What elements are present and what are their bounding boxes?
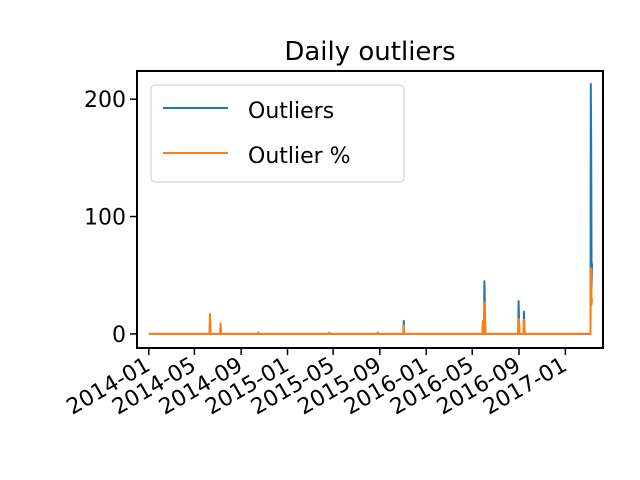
series-line-outlier-pct [148,267,593,335]
legend: Outliers Outlier % [150,84,405,183]
legend-box [150,84,405,183]
y-tick-label: 0 [112,323,126,348]
legend-label-outlier-pct: Outlier % [248,144,351,169]
chart-title: Daily outliers [284,37,455,67]
y-tick-label: 100 [84,206,126,231]
legend-label-outliers: Outliers [248,99,334,124]
plot-frame [136,70,604,349]
y-tick-label: 200 [84,88,126,113]
